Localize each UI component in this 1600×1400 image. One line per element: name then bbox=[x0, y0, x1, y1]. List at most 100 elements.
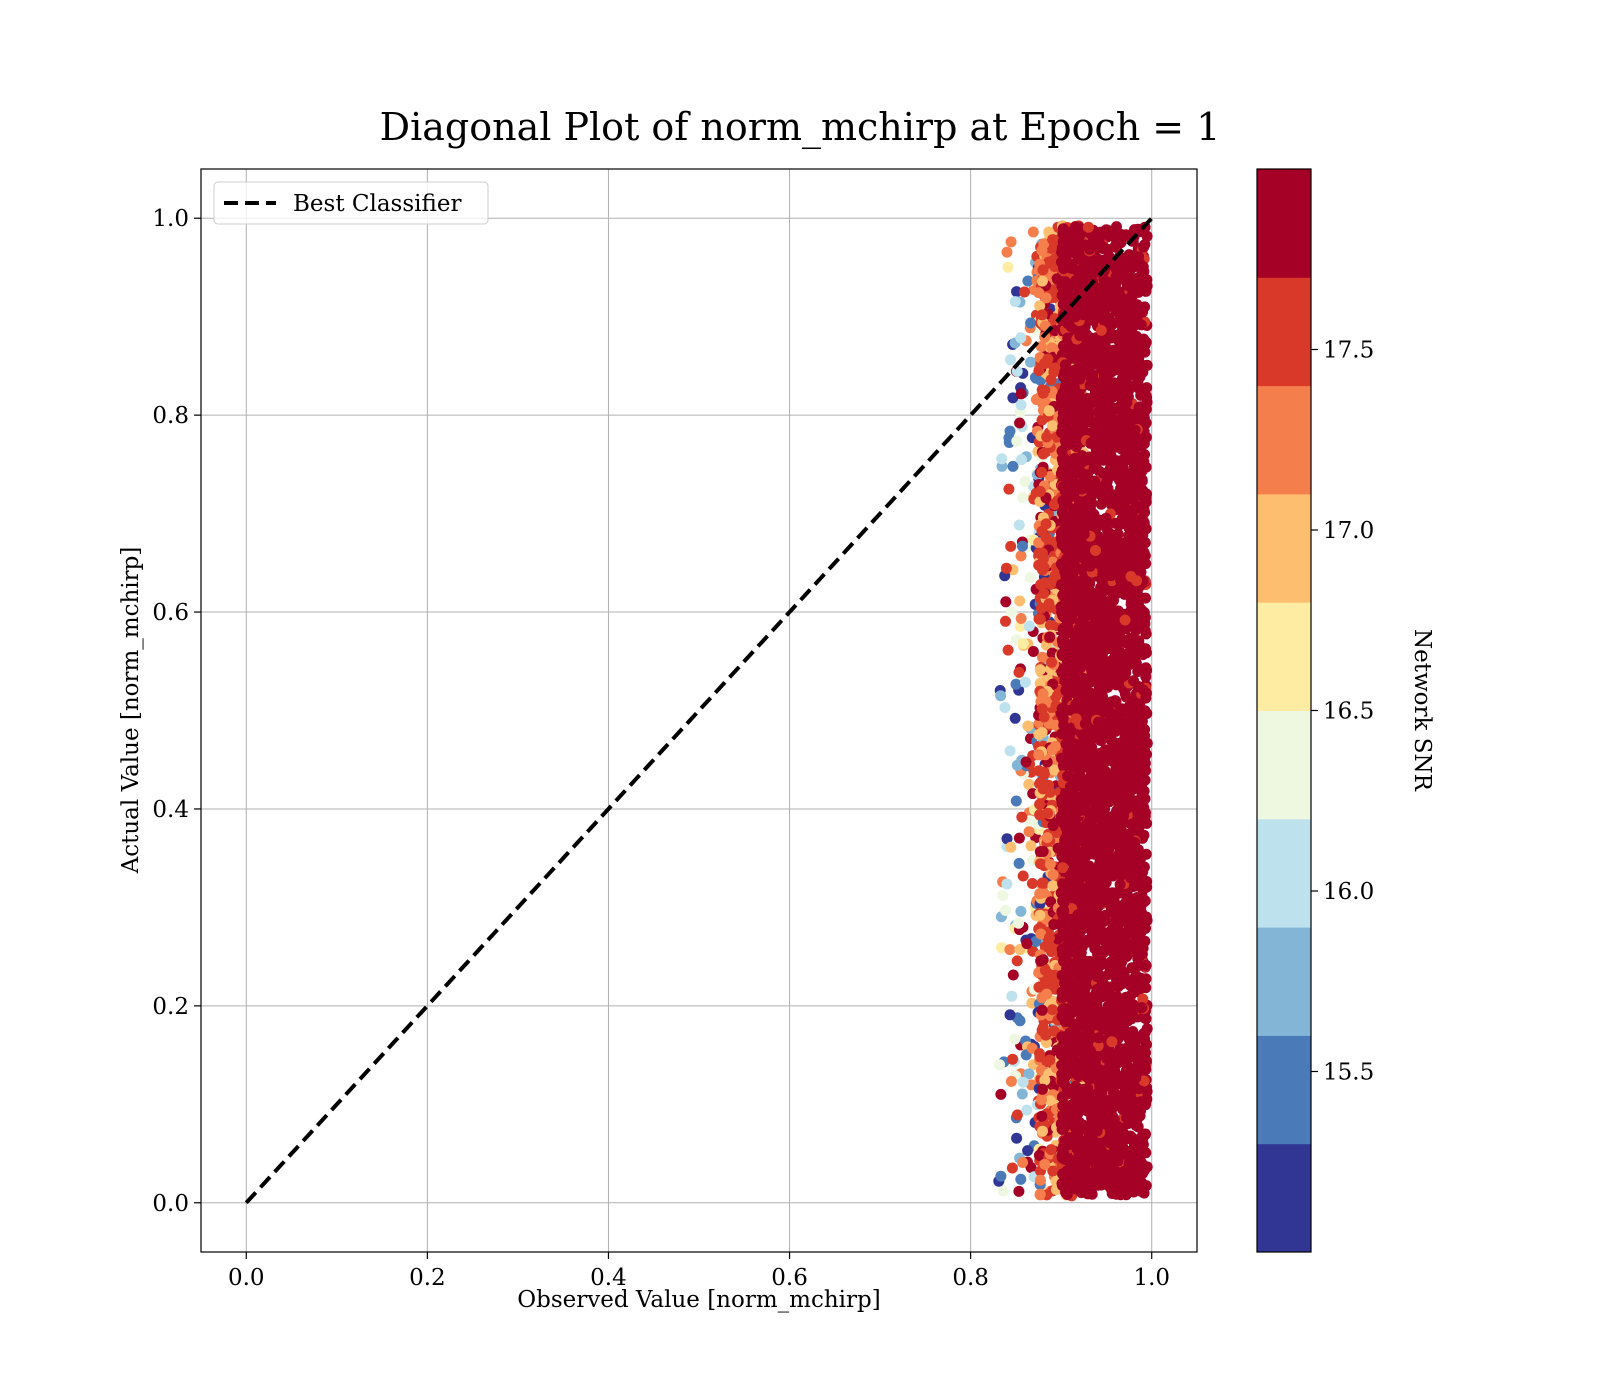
scatter-point bbox=[1034, 613, 1046, 625]
scatter-point bbox=[1044, 470, 1056, 482]
scatter-point bbox=[1047, 869, 1059, 881]
scatter-point bbox=[1105, 787, 1117, 799]
scatter-point bbox=[1140, 1147, 1152, 1159]
scatter-point bbox=[1058, 1003, 1070, 1014]
scatter-point bbox=[1023, 778, 1035, 790]
scatter-point bbox=[1035, 858, 1046, 870]
scatter-point bbox=[1015, 550, 1027, 562]
scatter-point bbox=[1041, 988, 1053, 1000]
scatter-point bbox=[1007, 969, 1019, 981]
scatter-point bbox=[1036, 703, 1048, 715]
scatter-point bbox=[1057, 340, 1069, 352]
scatter-point bbox=[1011, 286, 1022, 298]
scatter-point bbox=[1136, 474, 1148, 486]
scatter-point bbox=[1102, 969, 1114, 980]
scatter-point bbox=[1014, 595, 1026, 607]
scatter-point bbox=[1043, 405, 1055, 417]
scatter-point bbox=[1004, 944, 1016, 956]
scatter-point bbox=[1037, 651, 1048, 663]
scatter-point bbox=[1119, 588, 1130, 600]
scatter-point bbox=[1001, 833, 1013, 845]
scatter-point bbox=[1037, 448, 1049, 460]
scatter-point bbox=[1075, 1019, 1087, 1031]
scatter-point bbox=[1038, 561, 1050, 573]
scatter-point bbox=[1098, 916, 1110, 928]
scatter-point bbox=[1033, 287, 1045, 299]
scatter-point bbox=[1034, 677, 1046, 689]
scatter-point bbox=[1035, 1174, 1046, 1186]
scatter-point bbox=[1131, 698, 1143, 710]
scatter-point bbox=[1059, 622, 1071, 634]
scatter-point bbox=[1015, 905, 1027, 917]
scatter-point bbox=[1141, 881, 1153, 893]
scatter-point bbox=[1001, 246, 1013, 258]
scatter-point bbox=[1034, 1051, 1046, 1063]
scatter-point bbox=[1009, 1033, 1021, 1045]
scatter-point bbox=[1001, 878, 1013, 890]
scatter-point bbox=[1034, 909, 1046, 921]
scatter-point bbox=[1005, 540, 1017, 552]
scatter-point bbox=[1037, 387, 1049, 399]
scatter-point bbox=[1026, 878, 1038, 889]
scatter-point bbox=[1049, 764, 1061, 776]
scatter-point bbox=[1034, 664, 1046, 676]
scatter-point bbox=[995, 1170, 1007, 1182]
scatter-point bbox=[1138, 753, 1150, 765]
scatter-point bbox=[1039, 1158, 1051, 1170]
scatter-point bbox=[1104, 1163, 1116, 1174]
scatter-point bbox=[1015, 388, 1027, 400]
scatter-point bbox=[1076, 677, 1088, 689]
scatter-point bbox=[1138, 284, 1149, 296]
scatter-point bbox=[1035, 602, 1047, 614]
scatter-point bbox=[1023, 826, 1035, 838]
scatter-point bbox=[1041, 832, 1053, 844]
scatter-point bbox=[1013, 666, 1025, 678]
scatter-point bbox=[1141, 1023, 1153, 1035]
scatter-point bbox=[994, 1059, 1006, 1071]
scatter-point bbox=[1017, 870, 1029, 882]
scatter-point bbox=[1000, 904, 1011, 916]
scatter-point bbox=[1011, 1132, 1023, 1144]
scatter-point bbox=[1010, 795, 1022, 807]
scatter-point bbox=[1037, 264, 1049, 276]
scatter-point bbox=[1137, 993, 1149, 1005]
scatter-point bbox=[1027, 646, 1039, 657]
scatter-point bbox=[1037, 783, 1049, 795]
scatter-point bbox=[1131, 960, 1143, 971]
scatter-point bbox=[1046, 946, 1057, 958]
scatter-point bbox=[1011, 955, 1023, 967]
scatter-point bbox=[1056, 943, 1068, 955]
scatter-point bbox=[1038, 887, 1050, 899]
scatter-point bbox=[1075, 662, 1087, 674]
scatter-point bbox=[1060, 738, 1072, 750]
scatter-point bbox=[1048, 499, 1060, 511]
scatter-point bbox=[1020, 676, 1031, 688]
scatter-point bbox=[1007, 1053, 1019, 1065]
scatter-point bbox=[1047, 880, 1059, 892]
scatter-point bbox=[1101, 752, 1113, 764]
scatter-point bbox=[1014, 417, 1026, 429]
scatter-point bbox=[1036, 309, 1048, 321]
scatter-point bbox=[1004, 745, 1016, 757]
scatter-point bbox=[1015, 1173, 1027, 1185]
scatter-point bbox=[1017, 1076, 1029, 1088]
scatter-point bbox=[1062, 770, 1074, 782]
scatter-point bbox=[1076, 357, 1088, 369]
scatter-point bbox=[1047, 234, 1059, 246]
scatter-point bbox=[1120, 229, 1132, 241]
scatter-point bbox=[1043, 932, 1055, 944]
chart-title: Diagonal Plot of norm_mchirp at Epoch = … bbox=[380, 105, 1221, 150]
scatter-point bbox=[1134, 1102, 1146, 1114]
scatter-point bbox=[1033, 749, 1045, 761]
scatter-point bbox=[997, 1185, 1009, 1197]
scatter-point bbox=[1061, 415, 1073, 427]
scatter-point bbox=[1047, 1165, 1059, 1177]
scatter-point bbox=[1125, 872, 1137, 884]
scatter-point bbox=[1013, 832, 1025, 844]
scatter-point bbox=[996, 453, 1008, 465]
scatter-point bbox=[1135, 853, 1146, 865]
scatter-point bbox=[1038, 238, 1050, 250]
scatter-point bbox=[1025, 317, 1037, 329]
scatter-point bbox=[1132, 341, 1144, 353]
scatter-point bbox=[1005, 1075, 1017, 1087]
